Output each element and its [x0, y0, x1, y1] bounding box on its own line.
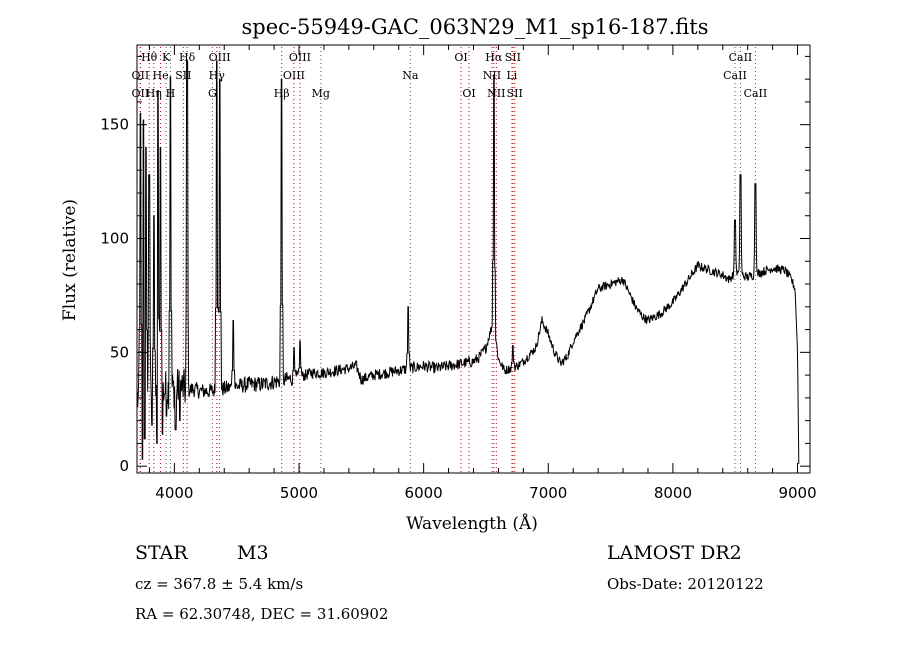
- line-label-oiii: OIII: [289, 51, 311, 64]
- line-label-li: Li: [506, 69, 517, 82]
- line-label-k: K: [162, 51, 171, 64]
- line-label-caii: CaII: [744, 87, 768, 100]
- line-label-oiii: OIII: [209, 51, 231, 64]
- line-label-sii: SII: [507, 87, 523, 100]
- y-axis-label: Flux (relative): [60, 199, 80, 321]
- y-tick-label: 0: [119, 457, 129, 475]
- line-label-hδ: Hδ: [179, 51, 196, 64]
- object-type-text: STAR: [135, 542, 188, 564]
- line-label-g: G: [208, 87, 217, 100]
- axis-layer: 4000 5000 6000 7000 8000 9000 0 50 100 150: [100, 45, 817, 502]
- line-label-oiii: OIII: [283, 69, 305, 82]
- line-label-oi: OI: [454, 51, 467, 64]
- y-tick-label: 100: [100, 230, 129, 248]
- line-label-oi: OI: [462, 87, 475, 100]
- line-label-caii: CaII: [723, 69, 747, 82]
- line-label-hθ: Hθ: [141, 51, 158, 64]
- subclass-text: M3: [237, 542, 269, 564]
- x-tick-label: 6000: [405, 484, 443, 502]
- line-label-oii: OII: [132, 87, 150, 100]
- cz-text: cz = 367.8 ± 5.4 km/s: [135, 575, 303, 593]
- line-label-nii: NII: [487, 87, 505, 100]
- line-label-nii: NII: [483, 69, 501, 82]
- x-tick-label: 9000: [778, 484, 816, 502]
- x-tick-label: 8000: [654, 484, 692, 502]
- x-tick-label: 5000: [280, 484, 318, 502]
- line-label-he: He: [153, 69, 169, 82]
- spectrum-line: [136, 60, 800, 464]
- x-tick-label: 7000: [529, 484, 567, 502]
- line-label-sii: SII: [505, 51, 521, 64]
- y-tick-label: 150: [100, 116, 129, 134]
- plot-frame: [136, 44, 811, 474]
- line-label-hα: Hα: [485, 51, 503, 64]
- obs-date-text: Obs-Date: 20120122: [607, 575, 764, 593]
- chart-title: spec-55949-GAC_063N29_M1_sp16-187.fits: [242, 15, 709, 39]
- line-label-na: Na: [402, 69, 419, 82]
- y-tick-label: 50: [110, 343, 129, 361]
- x-axis-label: Wavelength (Å): [406, 513, 538, 534]
- line-label-hη: Hη: [146, 87, 162, 100]
- spectrum-layer: [136, 60, 800, 464]
- x-tick-label: 4000: [155, 484, 193, 502]
- line-label-caii: CaII: [729, 51, 753, 64]
- survey-text: LAMOST DR2: [607, 542, 742, 564]
- coordinates-text: RA = 62.30748, DEC = 31.60902: [135, 605, 388, 623]
- line-label-mg: Mg: [312, 87, 330, 100]
- line-label-sii: SII: [175, 69, 191, 82]
